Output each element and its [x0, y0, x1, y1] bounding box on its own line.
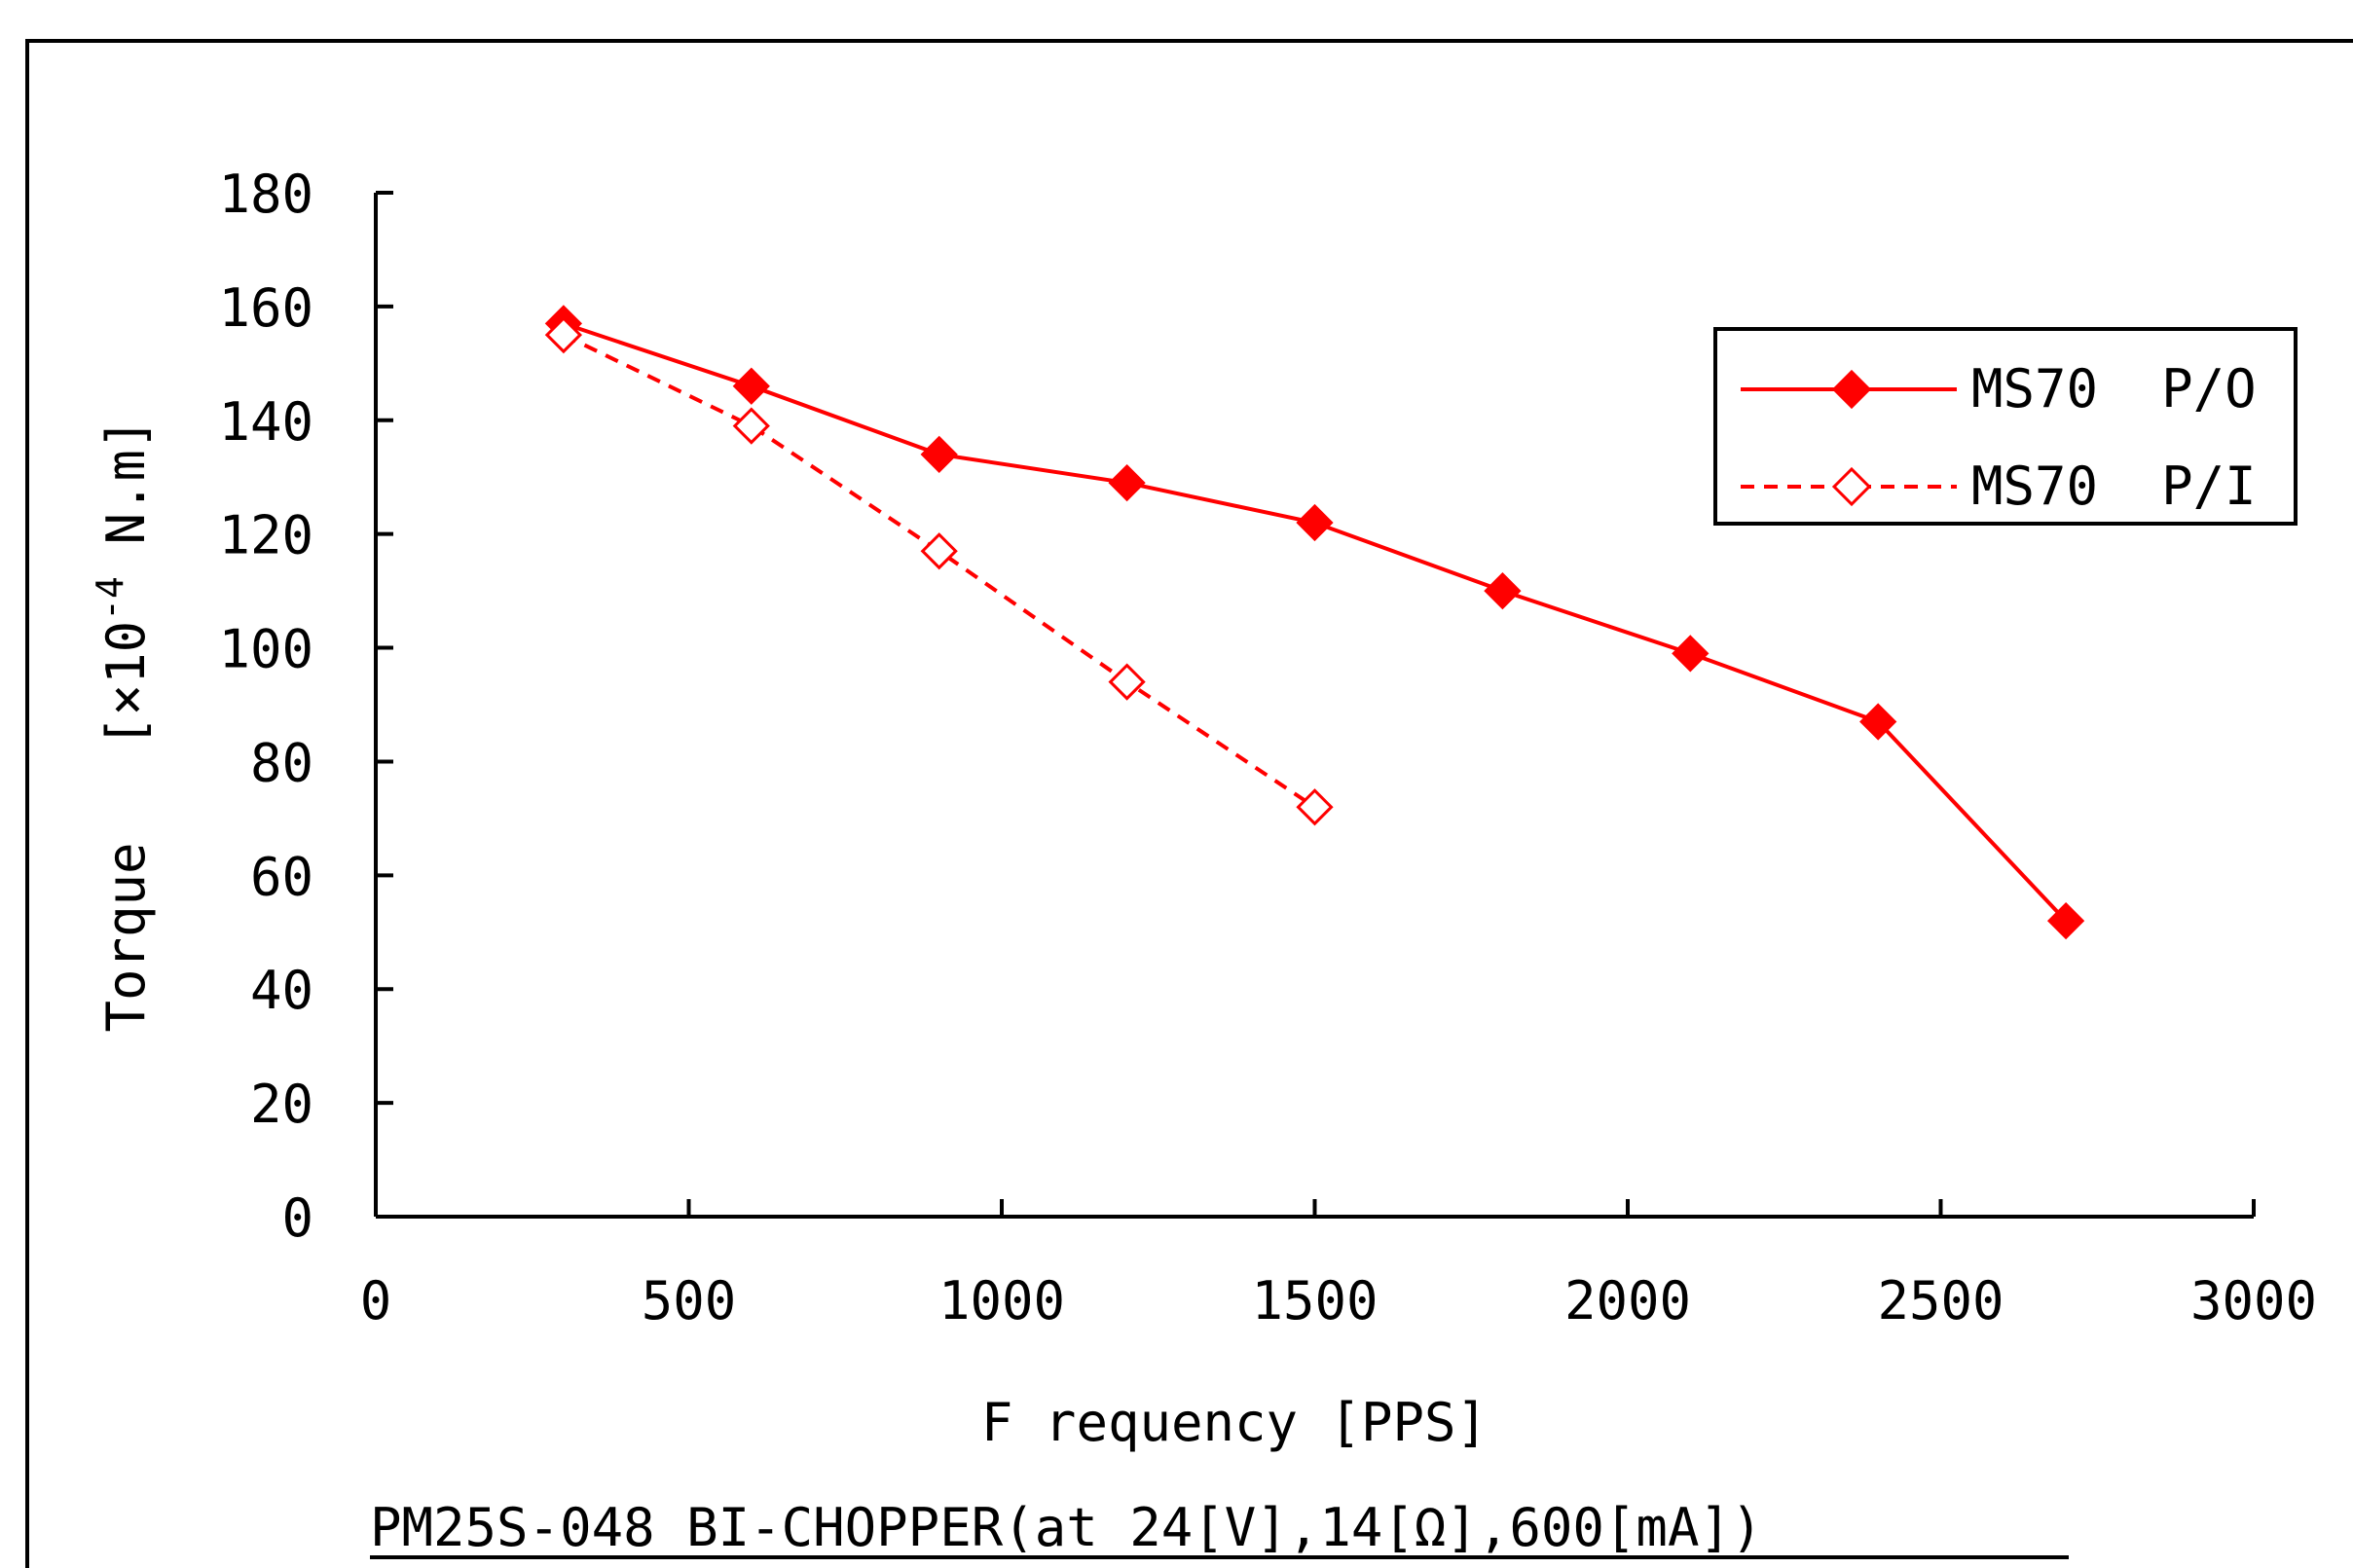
x-tick-label: 2500 [1877, 1270, 2004, 1331]
x-axis-ticks: 0 500 1000 1500 2000 2500 3000 [360, 1199, 2317, 1331]
data-point [732, 367, 770, 405]
y-tick-label: 120 [218, 505, 313, 566]
x-tick-label: 3000 [2190, 1270, 2317, 1331]
y-tick-label: 100 [218, 619, 313, 680]
chart-frame [25, 39, 2353, 1568]
data-point [1296, 788, 1334, 826]
y-tick-label: 40 [250, 960, 313, 1021]
data-point [544, 315, 583, 354]
legend-box [1713, 327, 2298, 526]
y-axis-title-unit-suffix: N.m] [95, 419, 157, 577]
plot-series [544, 305, 2085, 940]
data-point [2046, 901, 2085, 940]
y-tick-label: 60 [250, 846, 313, 907]
y-tick-label: 160 [218, 277, 313, 339]
x-axis-title: F requency [PPS] [981, 1392, 1488, 1453]
y-axis-title-exponent: -4 [89, 576, 131, 621]
data-point [1296, 503, 1334, 542]
x-tick-label: 1000 [938, 1270, 1065, 1331]
x-tick-label: 2000 [1564, 1270, 1691, 1331]
y-tick-label: 80 [250, 732, 313, 793]
data-point [1484, 571, 1522, 610]
svg-text:Torque [×10-4 N.m]: Torque [×10-4 N.m] [89, 419, 157, 1033]
data-point [1108, 463, 1146, 502]
y-axis-title-main: Torque [95, 842, 157, 1032]
y-tick-label: 180 [218, 164, 313, 225]
data-point [1108, 663, 1146, 701]
x-tick-label: 0 [360, 1270, 392, 1331]
y-tick-label: 0 [281, 1187, 313, 1249]
y-tick-label: 140 [218, 391, 313, 453]
data-point [920, 532, 958, 570]
y-axis-title-unit-prefix: [×10 [95, 621, 157, 748]
legend-label-po: MS70 P/O [1971, 358, 2257, 419]
series-pi [544, 315, 1334, 826]
x-tick-label: 1500 [1251, 1270, 1378, 1331]
y-axis-ticks: 0 20 40 60 80 100 120 140 160 180 [218, 164, 393, 1249]
data-point [1672, 635, 1710, 673]
legend-marker-pi [1831, 466, 1872, 507]
y-tick-label: 20 [250, 1074, 313, 1135]
data-point [732, 407, 770, 445]
series-po [544, 305, 2085, 940]
legend-marker-po [1831, 369, 1872, 410]
legend: MS70 P/O MS70 P/I [1713, 327, 2298, 526]
data-point [1859, 703, 1897, 741]
data-point [920, 435, 958, 473]
x-tick-label: 500 [642, 1270, 737, 1331]
y-axis-title: Torque [×10-4 N.m] [89, 419, 157, 1033]
chart-caption: PM25S-048 BI-CHOPPER(at 24[V],14[Ω],600[… [370, 1497, 1762, 1558]
legend-label-pi: MS70 P/I [1971, 456, 2257, 517]
